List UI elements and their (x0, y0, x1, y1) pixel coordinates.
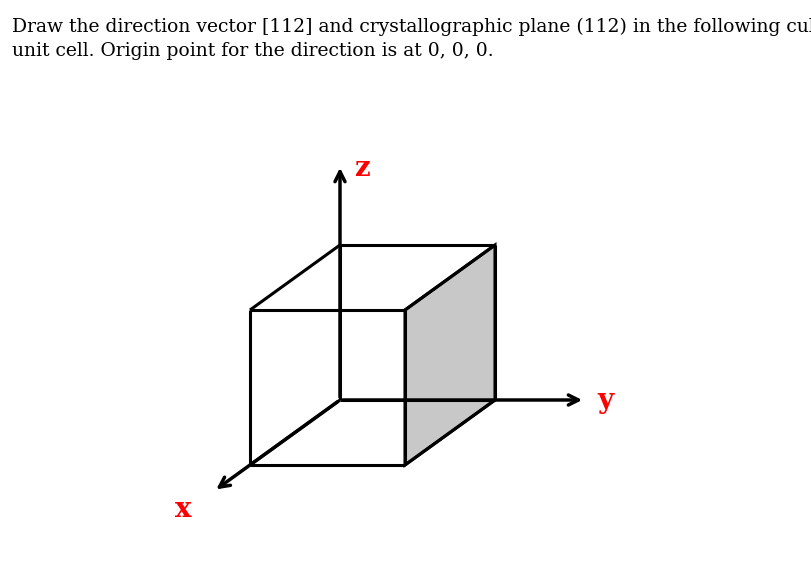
Text: z: z (354, 155, 370, 182)
Polygon shape (405, 245, 495, 465)
Text: Draw the direction vector [112] and crystallographic plane (112) in the followin: Draw the direction vector [112] and crys… (12, 18, 811, 60)
Text: y: y (597, 386, 613, 414)
Text: x: x (175, 496, 192, 523)
